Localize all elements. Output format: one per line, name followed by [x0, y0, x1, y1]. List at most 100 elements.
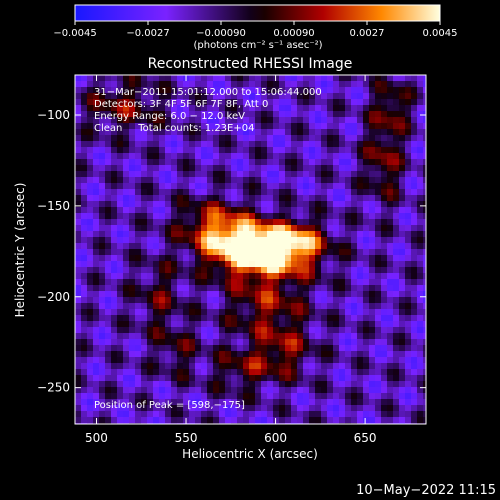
- heatmap-cell: [333, 135, 339, 141]
- heatmap-cell: [417, 207, 423, 213]
- heatmap-cell: [183, 195, 189, 201]
- heatmap-cell: [357, 345, 363, 351]
- heatmap-cell: [135, 237, 141, 243]
- heatmap-cell: [285, 141, 291, 147]
- heatmap-cell: [225, 213, 231, 219]
- heatmap-cell: [225, 147, 231, 153]
- heatmap-cell: [315, 399, 321, 405]
- heatmap-cells: [75, 75, 426, 424]
- heatmap-cell: [207, 171, 213, 177]
- heatmap-cell: [297, 177, 303, 183]
- heatmap-cell: [183, 273, 189, 279]
- heatmap-cell: [279, 345, 285, 351]
- heatmap-cell: [387, 213, 393, 219]
- heatmap-cell: [327, 231, 333, 237]
- heatmap-cell: [393, 387, 399, 393]
- heatmap-cell: [219, 303, 225, 309]
- heatmap-cell: [123, 345, 129, 351]
- heatmap-cell: [321, 345, 327, 351]
- heatmap-cell: [195, 399, 201, 405]
- heatmap-cell: [297, 153, 303, 159]
- heatmap-cell: [417, 399, 423, 405]
- heatmap-cell: [189, 207, 195, 213]
- heatmap-cell: [87, 243, 93, 249]
- heatmap-cell: [165, 399, 171, 405]
- heatmap-cell: [219, 81, 225, 87]
- heatmap-cell: [213, 105, 219, 111]
- heatmap-cell: [363, 123, 369, 129]
- heatmap-cell: [177, 303, 183, 309]
- heatmap-cell: [225, 321, 231, 327]
- heatmap-cell: [411, 237, 417, 243]
- heatmap-cell: [93, 129, 99, 135]
- heatmap-cell: [111, 333, 117, 339]
- heatmap-cell: [201, 201, 207, 207]
- heatmap-cell: [237, 195, 243, 201]
- heatmap-cell: [267, 159, 273, 165]
- heatmap-cell: [141, 93, 147, 99]
- heatmap-cell: [111, 309, 117, 315]
- heatmap-cell: [183, 369, 189, 375]
- heatmap-cell: [141, 111, 147, 117]
- heatmap-cell: [399, 309, 405, 315]
- heatmap-cell: [243, 141, 249, 147]
- heatmap-cell: [351, 273, 357, 279]
- heatmap-cell: [321, 255, 327, 261]
- heatmap-cell: [123, 75, 129, 81]
- heatmap-cell: [105, 375, 111, 381]
- heatmap-cell: [75, 273, 81, 279]
- heatmap-cell: [255, 261, 261, 267]
- heatmap-cell: [369, 327, 375, 333]
- heatmap-cell: [285, 231, 291, 237]
- heatmap-cell: [321, 81, 327, 87]
- heatmap-cell: [93, 183, 99, 189]
- heatmap-cell: [255, 135, 261, 141]
- heatmap-cell: [351, 255, 357, 261]
- heatmap-cell: [339, 129, 345, 135]
- heatmap-cell: [93, 243, 99, 249]
- heatmap-cell: [417, 351, 423, 357]
- heatmap-cell: [159, 81, 165, 87]
- heatmap-cell: [129, 195, 135, 201]
- heatmap-cell: [93, 261, 99, 267]
- heatmap-cell: [345, 81, 351, 87]
- heatmap-cell: [303, 351, 309, 357]
- heatmap-cell: [99, 195, 105, 201]
- heatmap-cell: [399, 267, 405, 273]
- heatmap-cell: [345, 303, 351, 309]
- heatmap-cell: [189, 279, 195, 285]
- heatmap-cell: [369, 141, 375, 147]
- heatmap-cell: [363, 273, 369, 279]
- heatmap-cell: [117, 381, 123, 387]
- heatmap-cell: [357, 321, 363, 327]
- heatmap-cell: [147, 135, 153, 141]
- heatmap-cell: [147, 291, 153, 297]
- heatmap-cell: [213, 219, 219, 225]
- heatmap-cell: [117, 315, 123, 321]
- heatmap-cell: [363, 297, 369, 303]
- heatmap-cell: [153, 171, 159, 177]
- heatmap-cell: [423, 399, 426, 405]
- heatmap-cell: [231, 279, 237, 285]
- heatmap-cell: [279, 87, 285, 93]
- heatmap-cell: [87, 213, 93, 219]
- heatmap-cell: [237, 357, 243, 363]
- heatmap-cell: [261, 321, 267, 327]
- heatmap-cell: [189, 99, 195, 105]
- heatmap-cell: [279, 315, 285, 321]
- heatmap-cell: [129, 177, 135, 183]
- heatmap-cell: [135, 219, 141, 225]
- heatmap-cell: [117, 387, 123, 393]
- heatmap-cell: [399, 165, 405, 171]
- heatmap-cell: [105, 339, 111, 345]
- heatmap-cell: [273, 201, 279, 207]
- heatmap-cell: [105, 345, 111, 351]
- heatmap-cell: [183, 261, 189, 267]
- heatmap-cell: [273, 381, 279, 387]
- heatmap-cell: [261, 357, 267, 363]
- heatmap-cell: [183, 207, 189, 213]
- heatmap-cell: [189, 243, 195, 249]
- heatmap-cell: [405, 297, 411, 303]
- heatmap-cell: [141, 189, 147, 195]
- heatmap-cell: [171, 303, 177, 309]
